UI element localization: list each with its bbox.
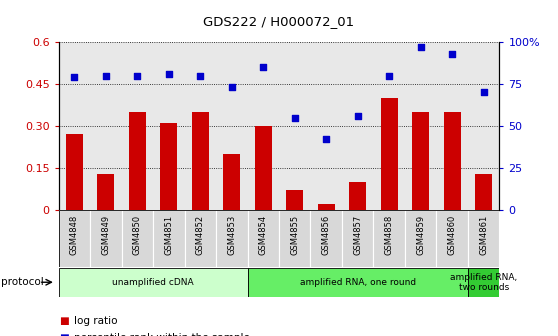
Bar (279, 210, 310, 267)
Bar (160, 123, 177, 210)
Bar (412, 112, 429, 210)
Point (385, 73, 394, 78)
Text: GSM4857: GSM4857 (353, 215, 362, 255)
Text: GSM4854: GSM4854 (259, 215, 268, 255)
Point (353, 113, 362, 119)
Text: GSM4852: GSM4852 (196, 215, 205, 255)
Bar (468, 210, 499, 267)
Text: ■: ■ (59, 333, 68, 336)
Text: GSM4848: GSM4848 (70, 215, 79, 255)
Bar (468, 268, 499, 297)
Bar (254, 126, 272, 210)
Text: GSM4861: GSM4861 (479, 215, 488, 255)
Bar (59, 268, 248, 297)
Point (196, 73, 205, 78)
Bar (122, 210, 153, 267)
Bar (223, 154, 240, 210)
Text: GSM4859: GSM4859 (416, 215, 425, 255)
Point (165, 71, 174, 77)
Text: protocol: protocol (1, 277, 44, 287)
Text: log ratio: log ratio (74, 316, 118, 326)
Bar (349, 182, 367, 210)
Text: unamplified cDNA: unamplified cDNA (112, 278, 194, 287)
Text: GSM4855: GSM4855 (290, 215, 299, 255)
Bar (129, 112, 146, 210)
Bar (318, 204, 335, 210)
Point (416, 44, 425, 50)
Bar (191, 112, 209, 210)
Text: GSM4850: GSM4850 (133, 215, 142, 255)
Bar (248, 210, 279, 267)
Bar (248, 268, 468, 297)
Bar (405, 210, 436, 267)
Bar (90, 210, 122, 267)
Text: GSM4851: GSM4851 (164, 215, 174, 255)
Text: amplified RNA,
two rounds: amplified RNA, two rounds (450, 272, 517, 292)
Point (322, 137, 331, 142)
Bar (475, 174, 492, 210)
Point (227, 85, 236, 90)
Bar (444, 112, 461, 210)
Bar (310, 210, 342, 267)
Text: GSM4849: GSM4849 (102, 215, 110, 255)
Point (133, 73, 142, 78)
Text: amplified RNA, one round: amplified RNA, one round (300, 278, 416, 287)
Point (70, 75, 79, 80)
Text: GSM4856: GSM4856 (322, 215, 331, 255)
Text: GSM4858: GSM4858 (384, 215, 394, 255)
Bar (381, 98, 398, 210)
Bar (216, 210, 248, 267)
Point (259, 65, 268, 70)
Text: percentile rank within the sample: percentile rank within the sample (74, 333, 250, 336)
Point (479, 90, 488, 95)
Point (448, 51, 456, 56)
Text: GSM4853: GSM4853 (227, 215, 236, 255)
Text: GDS222 / H000072_01: GDS222 / H000072_01 (204, 15, 354, 28)
Bar (66, 134, 83, 210)
Text: ■: ■ (59, 316, 68, 326)
Point (102, 73, 110, 78)
Bar (59, 210, 90, 267)
Point (290, 115, 299, 120)
Bar (342, 210, 373, 267)
Text: GSM4860: GSM4860 (448, 215, 456, 255)
Bar (185, 210, 216, 267)
Bar (97, 174, 114, 210)
Bar (153, 210, 185, 267)
Bar (436, 210, 468, 267)
Bar (286, 191, 304, 210)
Bar (373, 210, 405, 267)
